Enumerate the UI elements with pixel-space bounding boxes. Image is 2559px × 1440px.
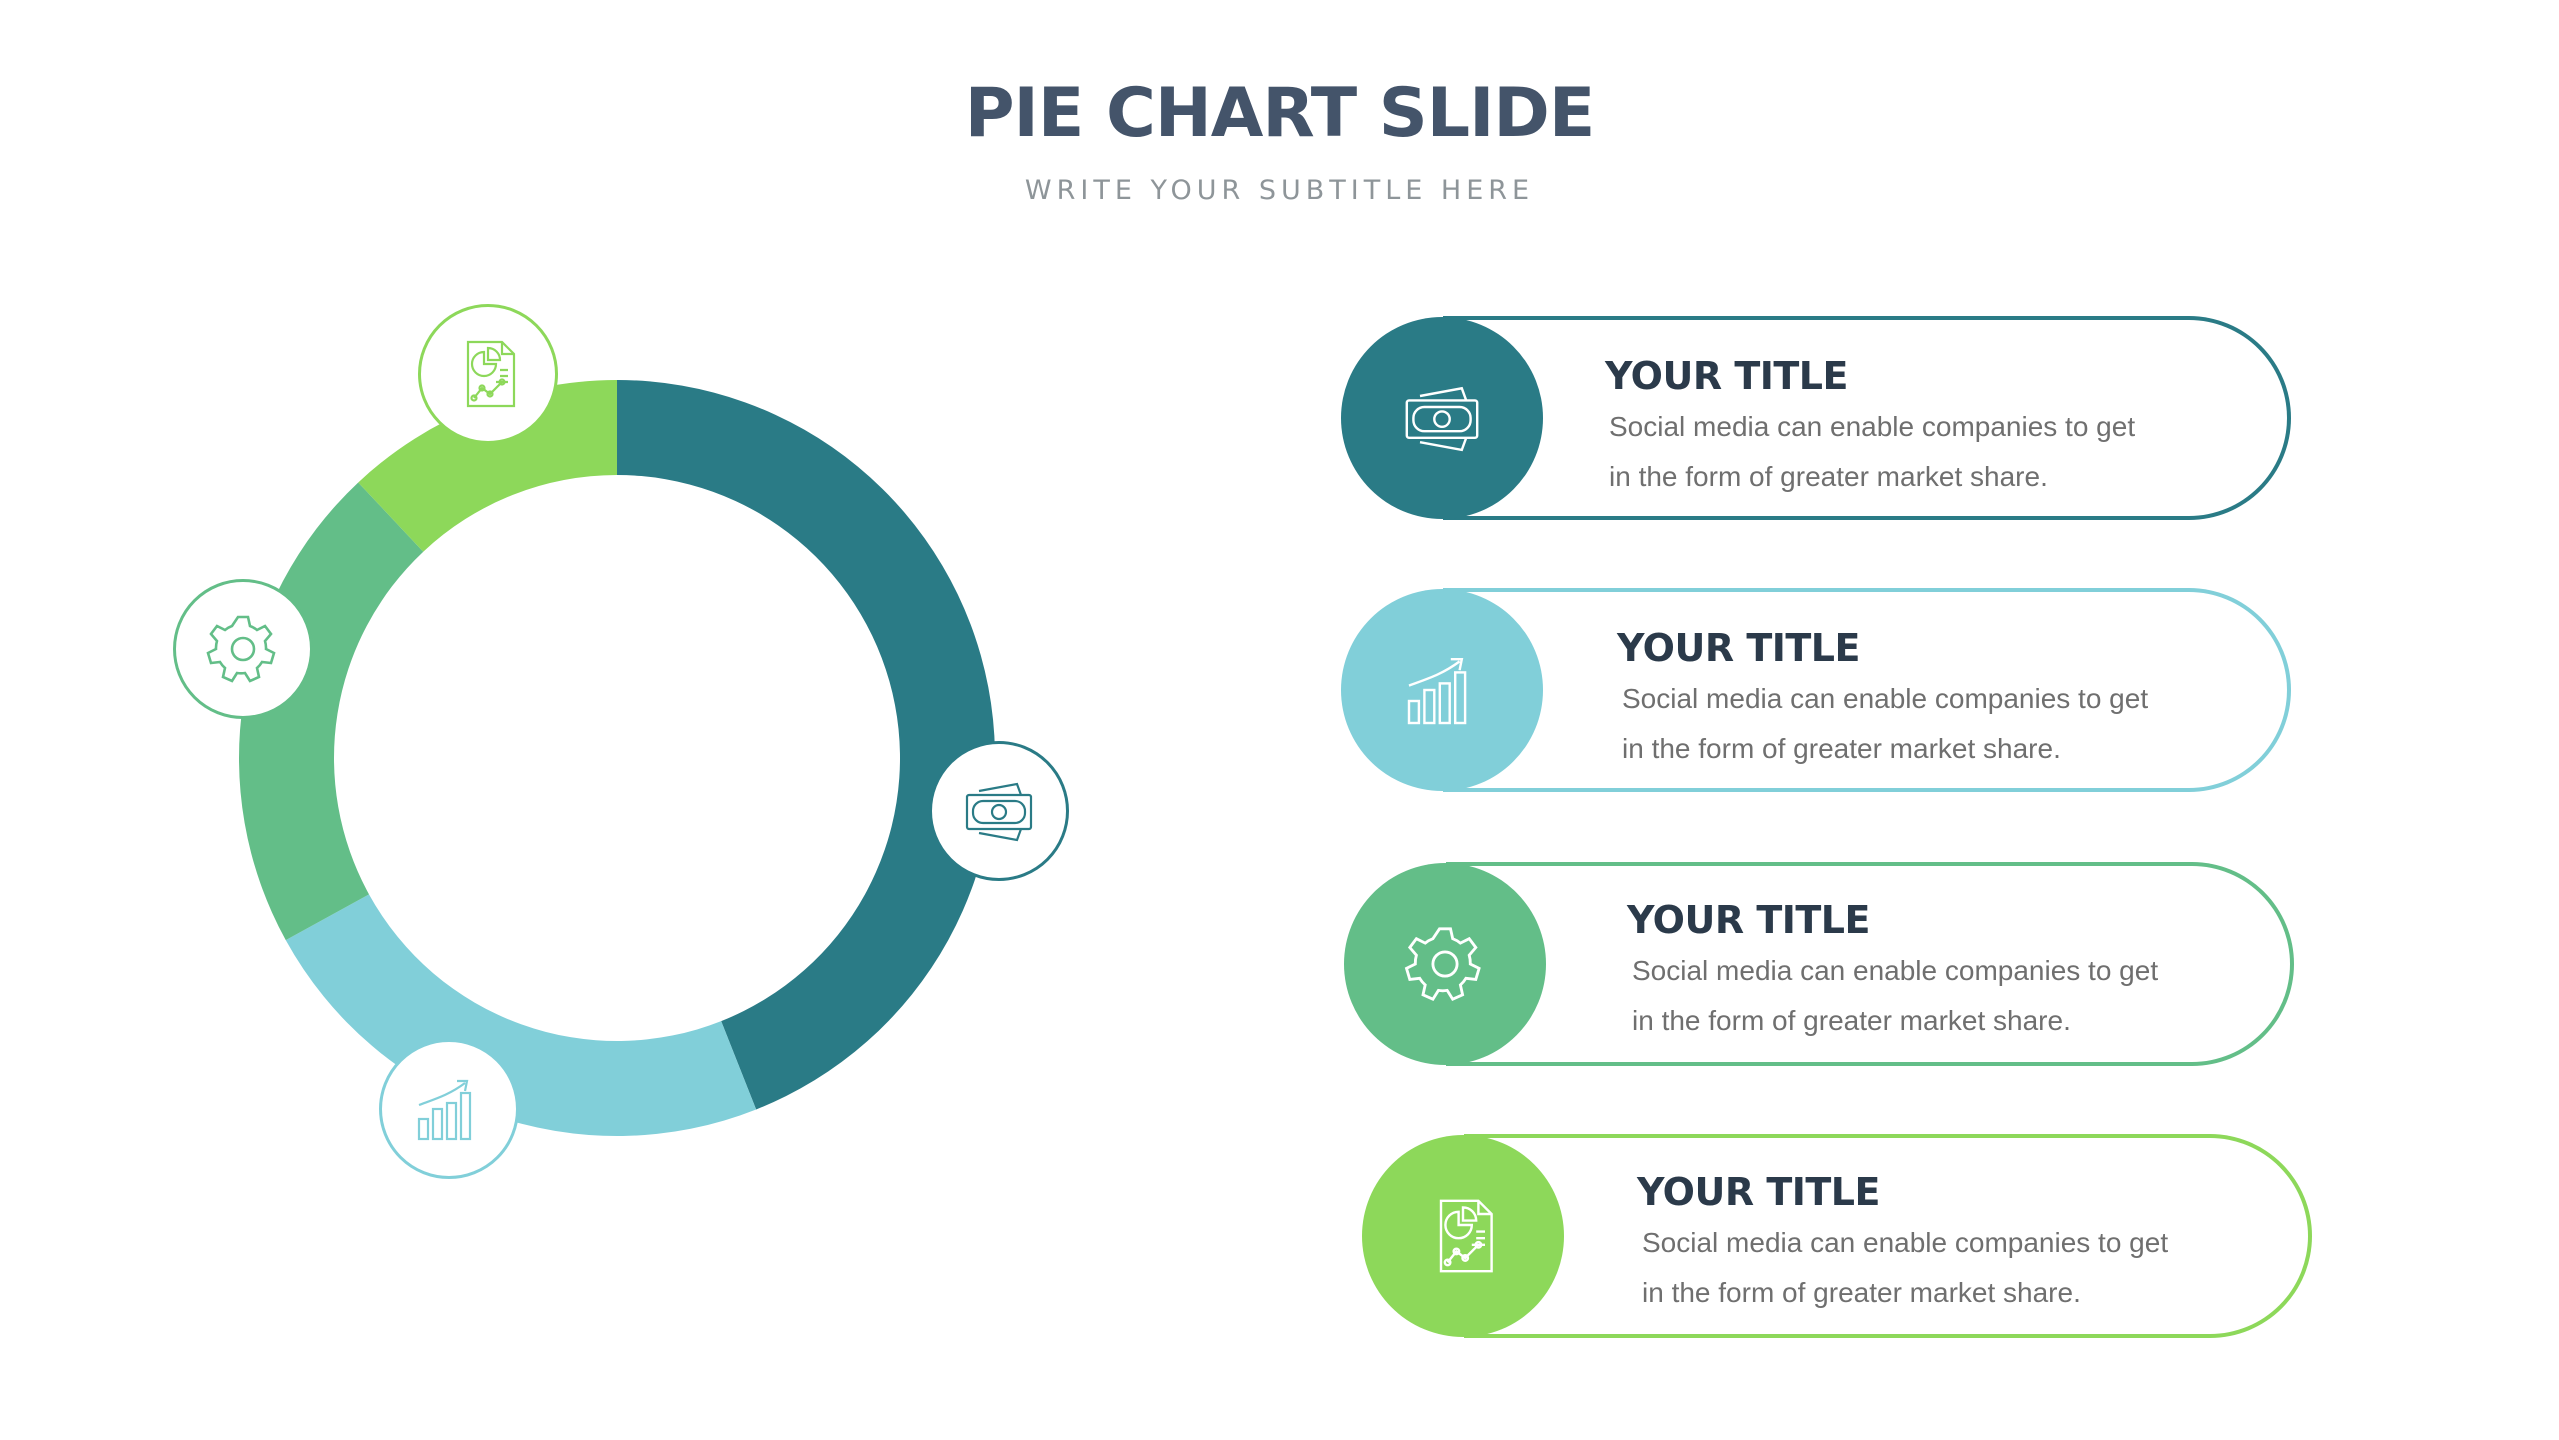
card-title: YOUR TITLE — [1637, 1170, 1880, 1214]
donut-slice-light-blue — [285, 894, 757, 1136]
card-icon-circle — [1341, 589, 1543, 791]
bar-chart-growth-icon — [417, 1079, 472, 1141]
report-document-icon — [466, 340, 516, 408]
slice-badge-gear — [173, 579, 313, 719]
donut-slice-dark-teal — [617, 380, 995, 1110]
gear-icon — [206, 615, 276, 683]
card-body: Social media can enable companies to get… — [1609, 411, 2136, 492]
donut-slice-light-green — [358, 380, 617, 552]
card-icon-circle — [1362, 1135, 1564, 1337]
slide-subtitle: WRITE YOUR SUBTITLE HERE — [1024, 175, 1535, 206]
slice-badge-bar-chart — [379, 1039, 519, 1179]
info-card — [1443, 316, 2291, 520]
money-icon — [1405, 386, 1479, 452]
slice-badge-report — [418, 304, 558, 444]
slice-badge-money — [929, 741, 1069, 881]
card-icon-circle — [1344, 863, 1546, 1065]
card-title: YOUR TITLE — [1627, 898, 1870, 942]
info-card — [1464, 1134, 2312, 1338]
report-document-icon — [1439, 1199, 1493, 1273]
slide-title: PIE CHART SLIDE — [964, 74, 1596, 153]
card-body: Social media can enable companies to get… — [1622, 683, 2149, 764]
gear-icon — [1404, 927, 1481, 1002]
card-title: YOUR TITLE — [1605, 354, 1848, 398]
info-card — [1443, 588, 2291, 792]
card-title: YOUR TITLE — [1617, 626, 1860, 670]
card-icon-circle — [1341, 317, 1543, 519]
card-body: Social media can enable companies to get… — [1642, 1227, 2169, 1308]
bar-chart-growth-icon — [1407, 657, 1467, 725]
money-icon — [965, 782, 1033, 842]
card-body: Social media can enable companies to get… — [1632, 955, 2159, 1036]
info-card — [1446, 862, 2294, 1066]
